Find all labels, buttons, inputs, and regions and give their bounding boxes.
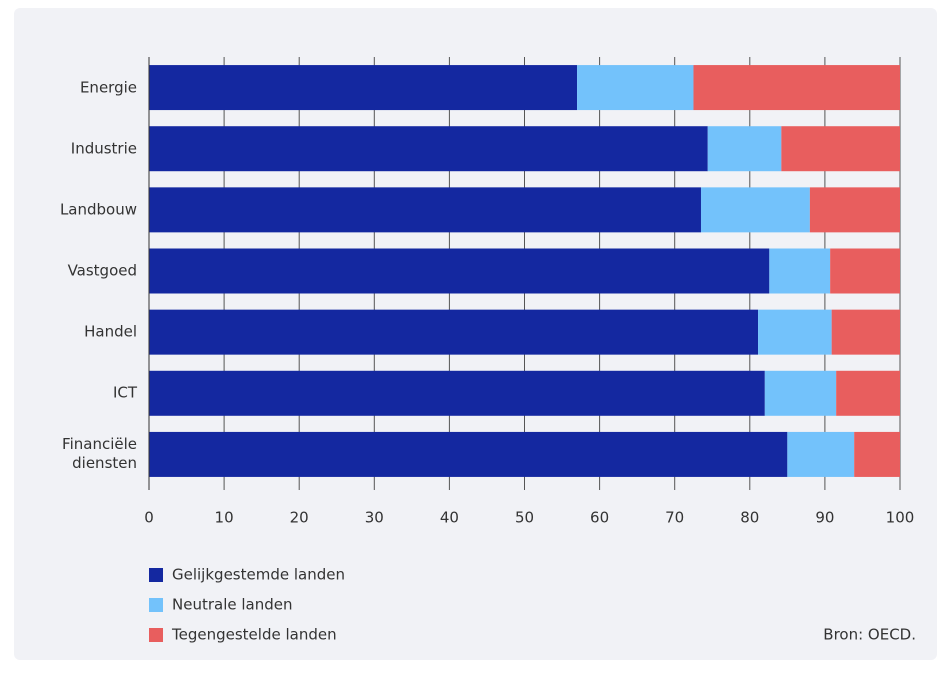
bar-segment	[700, 187, 810, 233]
bar-segment	[758, 309, 832, 355]
y-tick-label: Handel	[84, 322, 137, 341]
bar-segment	[781, 126, 900, 172]
bar-segment	[831, 309, 900, 355]
bar-segment	[764, 370, 837, 416]
bar-segment	[830, 248, 900, 294]
y-tick-label: Vastgoed	[67, 261, 137, 280]
x-tick-label: 50	[515, 509, 534, 527]
x-tick-label: 80	[740, 509, 759, 527]
x-tick-label: 0	[144, 509, 154, 527]
x-tick-label: 40	[440, 509, 459, 527]
bar-segment	[577, 65, 694, 111]
legend-swatch	[149, 598, 163, 612]
x-tick-label: 90	[815, 509, 834, 527]
y-tick-label: Energie	[79, 78, 137, 97]
bar-segment	[769, 248, 831, 294]
x-tick-label: 20	[290, 509, 309, 527]
legend-label: Neutrale landen	[172, 596, 292, 614]
bar-segment	[854, 431, 900, 477]
bar-segment	[149, 126, 708, 172]
y-tick-label: Landbouw	[59, 200, 137, 219]
y-tick-label: ICT	[112, 383, 137, 402]
source: Bron: OECD.	[823, 626, 916, 644]
bar-segment	[149, 187, 701, 233]
legend-swatch	[149, 568, 163, 582]
y-tick-label: Financiële diensten	[62, 435, 137, 473]
x-tick-label: 30	[365, 509, 384, 527]
bar-segment	[149, 431, 788, 477]
x-tick-label: 100	[886, 509, 915, 527]
bar-segment	[149, 248, 770, 294]
y-tick-label: Industrie	[70, 139, 137, 158]
legend-swatch	[149, 628, 163, 642]
bar-segment	[836, 370, 900, 416]
bar-segment	[787, 431, 855, 477]
x-tick-label: 70	[665, 509, 684, 527]
x-tick-label: 10	[215, 509, 234, 527]
bar-segment	[149, 370, 765, 416]
bar-segment	[149, 65, 578, 111]
legend-label: Tegengestelde landen	[171, 626, 337, 644]
bar-segment	[149, 309, 759, 355]
bar-segment	[809, 187, 900, 233]
bar-segment	[707, 126, 782, 172]
legend-label: Gelijkgestemde landen	[172, 566, 345, 584]
bar-segment	[693, 65, 900, 111]
x-tick-label: 60	[590, 509, 609, 527]
